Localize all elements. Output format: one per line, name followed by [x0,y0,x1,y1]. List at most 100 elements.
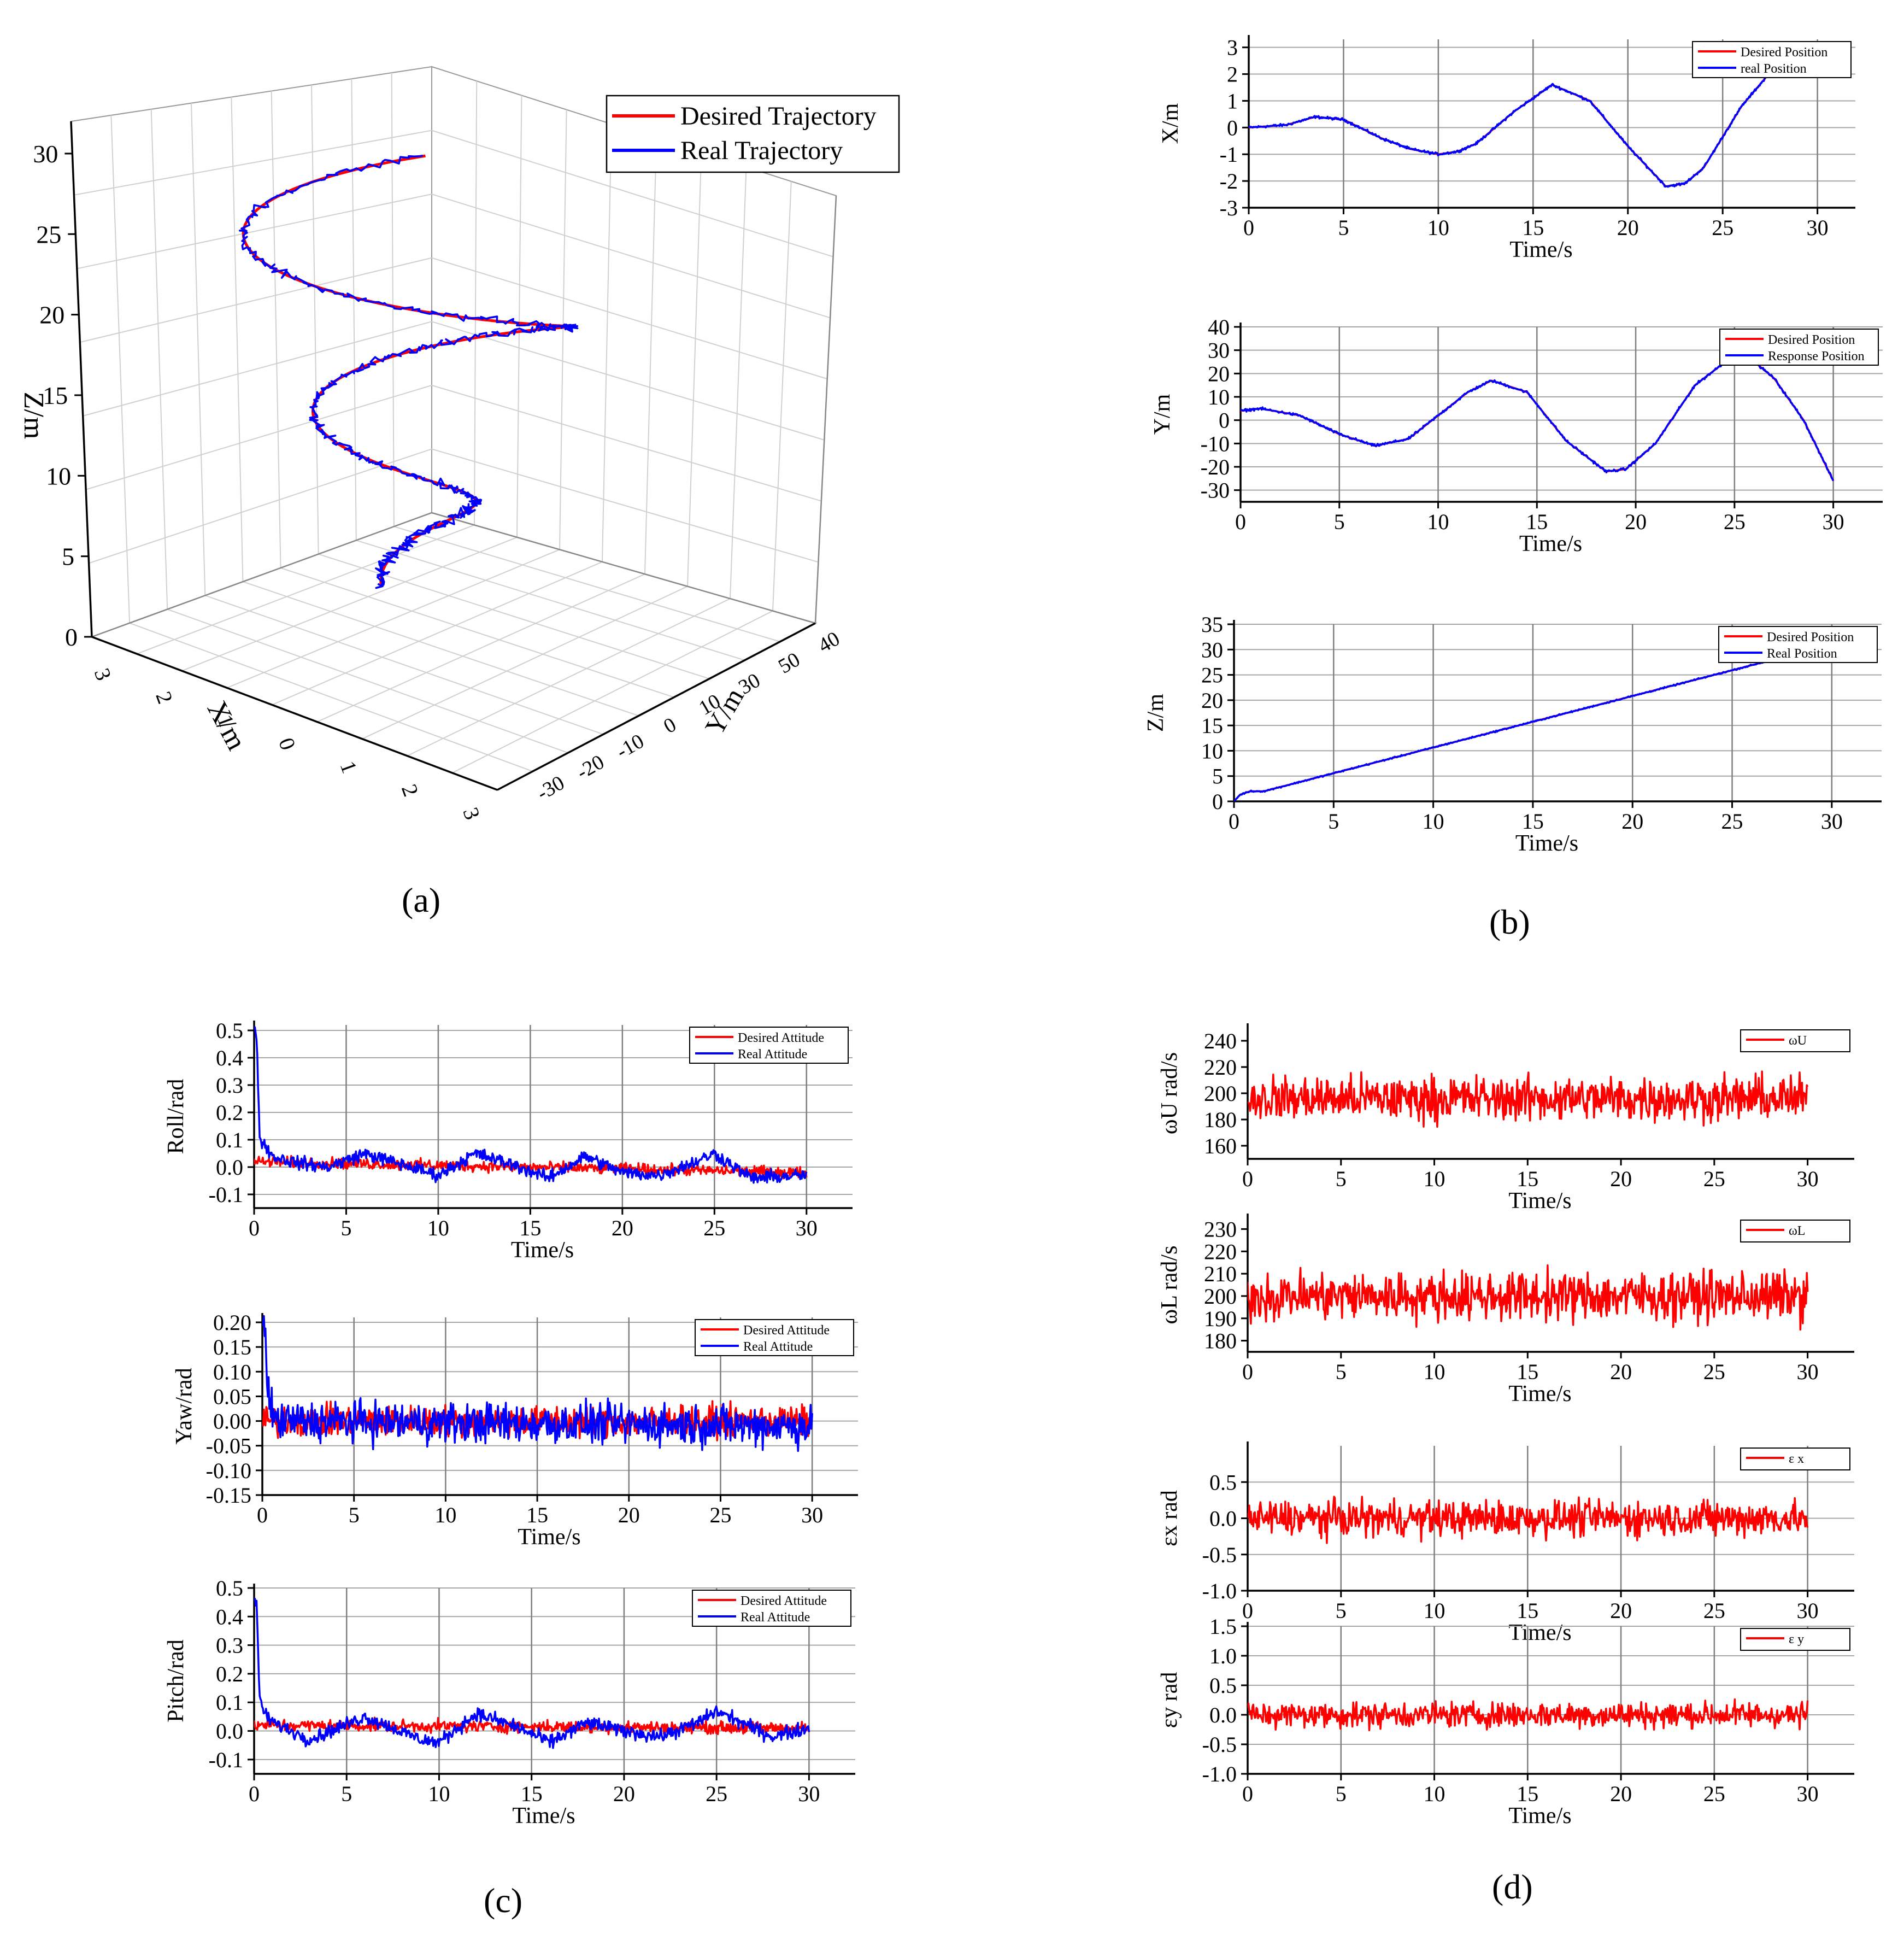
traj3d-grid-line [772,181,792,611]
traj3d-ztick-label: 20 [39,301,64,329]
traj3d-grid-line [191,103,206,596]
omegaL-xtick-label: 20 [1610,1359,1632,1384]
bz-xtick-label: 5 [1328,809,1339,834]
omegaU-xtick-label: 0 [1242,1167,1253,1191]
by-xtick-label: 15 [1526,509,1548,534]
epsy-xtick-label: 25 [1703,1781,1725,1806]
traj3d-ztick-label: 25 [36,220,61,248]
pitch-ytick-label: -0.1 [209,1748,243,1772]
traj3d-grid-line [391,73,395,527]
traj3d-grid-line [356,540,745,661]
by-legend-label-2: Response Position [1768,349,1865,364]
epsy-xtick-label: 20 [1610,1781,1632,1806]
traj3d-grid-line [474,81,478,525]
omegaU-ytick-label: 160 [1204,1134,1237,1158]
bx-legend-label-1: Desired Position [1741,45,1827,60]
traj3d-ztick-label: 30 [33,140,58,168]
bz-ytick-label: 5 [1212,764,1223,789]
roll-xtick-label: 15 [519,1216,541,1240]
roll-ytick-label: -0.1 [209,1182,243,1207]
yaw-legend-box [695,1319,854,1356]
by-ytick-label: -10 [1201,431,1230,456]
traj3d-series-real-line [239,154,579,589]
by-xtick-label: 25 [1724,509,1746,534]
by-x-axis-label: Time/s [1519,531,1582,556]
roll-xtick-label: 25 [703,1216,725,1240]
bz-ytick-label: 15 [1201,713,1223,738]
epsy-xtick-label: 0 [1242,1781,1253,1806]
yaw-ytick-label: -0.05 [206,1434,251,1458]
by-legend-label-1: Desired Position [1768,333,1855,347]
bz-x-axis-label: Time/s [1515,831,1578,856]
traj3d-xtick-label: 2 [397,781,424,800]
roll-xtick-label: 0 [249,1216,260,1240]
traj3d-grid-line [167,608,568,754]
yaw-y-axis-label: Yaw/rad [172,1368,197,1444]
bx-xtick-label: 25 [1712,215,1733,240]
traj3d-grid-line [226,549,560,689]
omegaL-ytick-label: 220 [1204,1239,1237,1264]
traj3d-grid-line [559,109,567,550]
epsx-ytick-label: -0.5 [1202,1543,1237,1567]
epsy-xtick-label: 5 [1336,1781,1347,1806]
omegaU-ytick-label: 240 [1204,1029,1237,1053]
roll-ytick-label: 0.1 [216,1128,243,1152]
by-ytick-label: 40 [1208,315,1230,339]
by-xtick-label: 30 [1823,509,1844,534]
pitch-xtick-label: 10 [428,1781,450,1806]
pitch-xtick-label: 25 [706,1781,727,1806]
traj3d-grid-line [431,384,822,502]
epsy-x-axis-label: Time/s [1508,1803,1571,1828]
traj3d-grid-line [181,536,518,672]
traj3d-grid-line [431,194,831,319]
traj3d-grid-line [110,115,131,623]
omegaU-xtick-label: 30 [1797,1167,1819,1191]
pitch-xtick-label: 30 [798,1781,820,1806]
yaw-legend-label-2: Real Attitude [743,1340,813,1354]
traj3d-x-axis [91,636,498,791]
traj3d-grid-line [205,595,604,735]
yaw-ytick-label: 0.20 [213,1310,251,1335]
omegaL-ytick-label: 200 [1204,1284,1237,1309]
bz-xtick-label: 0 [1229,809,1239,834]
pitch-ytick-label: 0.0 [216,1719,243,1744]
traj3d-ztick-label: 0 [65,623,78,651]
traj3d-grid-line [602,124,612,562]
omegaU-xtick-label: 5 [1336,1167,1347,1191]
epsx-xtick-label: 20 [1610,1598,1632,1623]
omegaL-ytick-label: 230 [1204,1217,1237,1241]
epsy-ytick-label: -1.0 [1202,1762,1237,1786]
by-ytick-label: -20 [1201,455,1230,479]
omegaL-legend-label-1: ωL [1789,1224,1805,1238]
traj3d-grid-line [431,448,819,563]
roll-y-axis-label: Roll/rad [163,1079,189,1154]
roll-xtick-label: 30 [796,1216,818,1240]
roll-series-2-line [254,1026,808,1184]
omegaL-xtick-label: 15 [1517,1359,1538,1384]
yaw-ytick-label: 0.10 [213,1359,251,1384]
traj3d-grid-line [316,573,645,723]
omegaU-legend-label-1: ωU [1789,1034,1807,1048]
traj3d-ztick-label: 10 [46,462,71,490]
traj3d-legend-label-1: Desired Trajectory [680,102,877,131]
roll-xtick-label: 10 [427,1216,449,1240]
bz-ytick-label: 30 [1201,637,1223,662]
omegaL-xtick-label: 5 [1336,1359,1347,1384]
roll-x-axis-label: Time/s [511,1238,574,1263]
omegaU-ytick-label: 200 [1204,1081,1237,1106]
traj3d-grid-line [393,526,780,642]
epsx-y-axis-label: εx rad [1157,1490,1182,1546]
yaw-x-axis-label: Time/s [518,1525,580,1550]
omegaL-ytick-label: 190 [1204,1306,1237,1331]
bz-legend-label-2: Real Position [1767,647,1837,661]
by-ytick-label: 0 [1219,408,1230,433]
bx-xtick-label: 30 [1807,215,1829,240]
traj3d-grid-line [407,598,731,757]
bx-legend-label-2: real Position [1741,62,1807,76]
epsx-series-1-line [1248,1496,1809,1544]
traj3d-grid-line [85,384,432,490]
bx-xtick-label: 0 [1243,215,1254,240]
traj3d-grid-line [351,79,357,541]
bx-ytick-label: 2 [1227,62,1238,87]
